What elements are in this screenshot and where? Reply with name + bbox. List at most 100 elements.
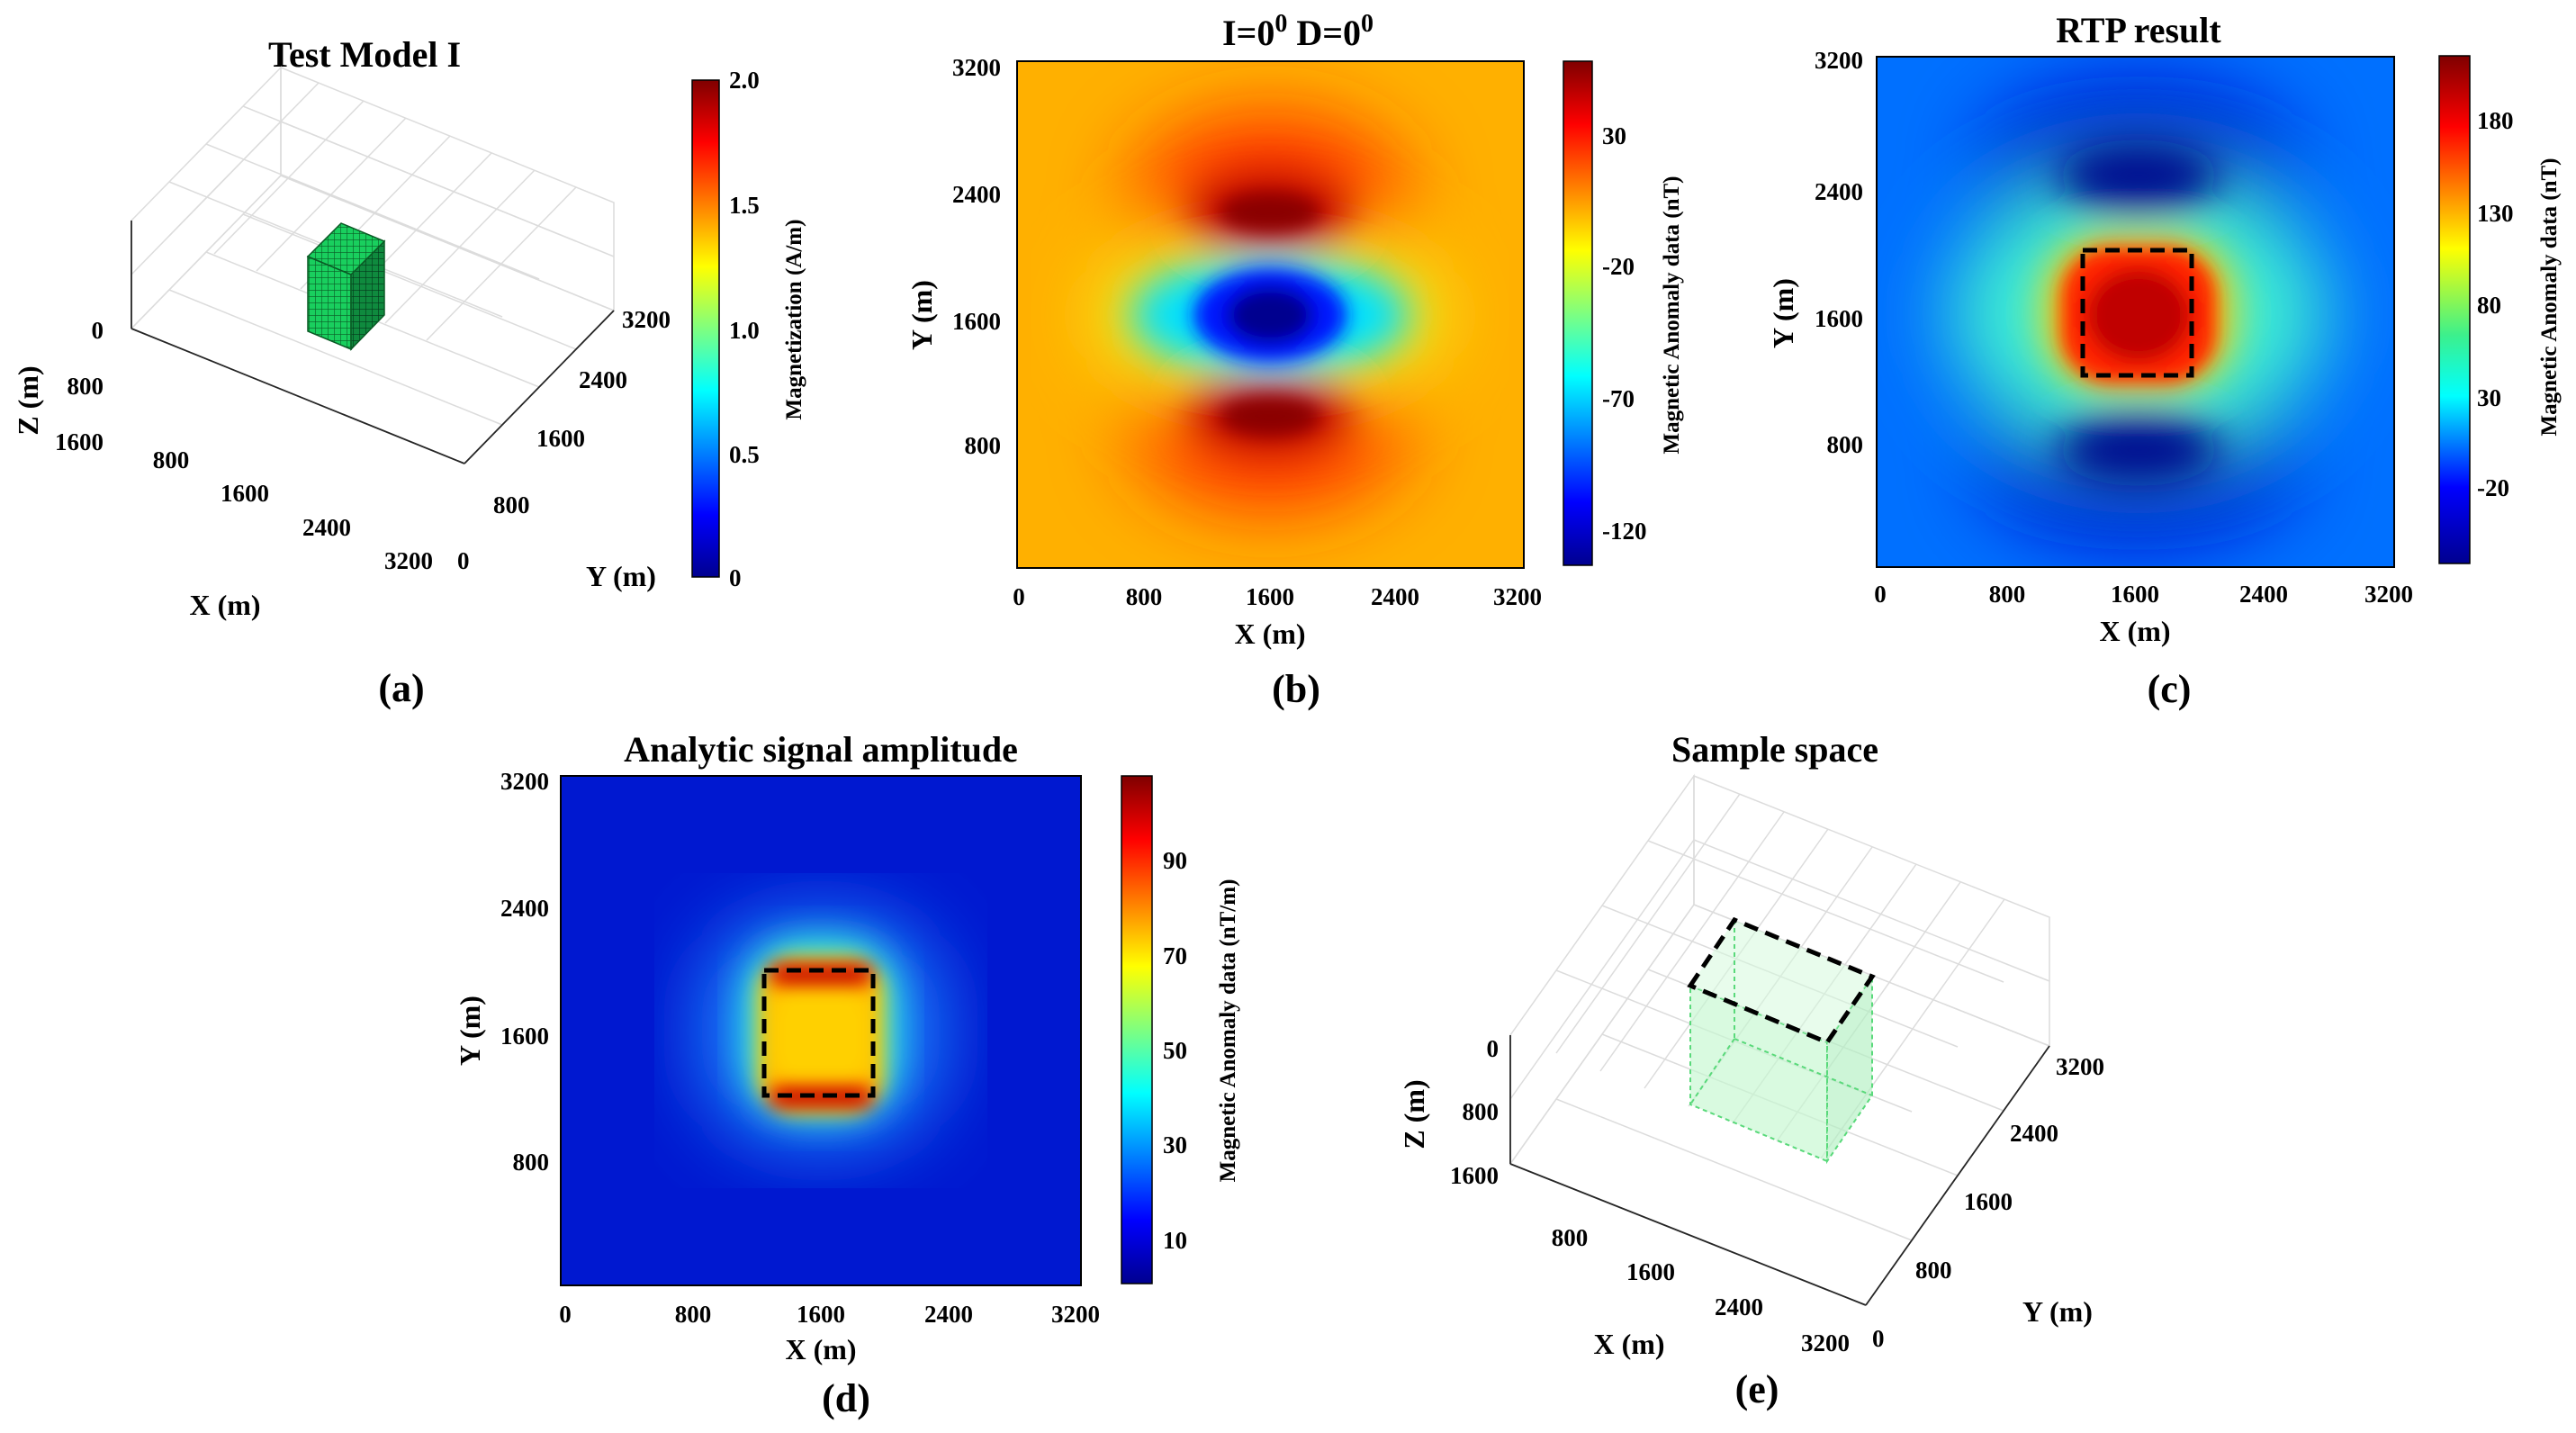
panel-b-heatmap: [1017, 61, 1524, 568]
panel-a-x-tick: 1600: [221, 480, 269, 507]
panel-e-x-axis: [1509, 1163, 1867, 1306]
panel-a-cb-tick: 0.5: [729, 441, 760, 468]
panel-b-x-tick: 3200: [1493, 583, 1542, 610]
panel-d-cb-tick: 10: [1163, 1227, 1187, 1254]
panel-b-y-label: Y (m): [905, 280, 938, 350]
panel-e-y-tick: 1600: [1964, 1188, 2013, 1215]
panel-e-z-ticks: 0 800 1600: [1450, 1035, 1499, 1189]
panel-a-x-tick: 800: [153, 446, 190, 473]
panel-b-x-tick: 2400: [1371, 583, 1419, 610]
panel-e-y-ticks: 0 800 1600 2400 3200: [1872, 1053, 2104, 1352]
panel-d-body-outline: [761, 968, 876, 1098]
panel-c-cb-tick: 180: [2477, 107, 2514, 134]
panel-c-heatmap: [1877, 57, 2394, 567]
panel-e-y-tick: 0: [1872, 1325, 1885, 1352]
panel-c-x-tick: 800: [1989, 581, 2026, 608]
panel-a-x-ticks: 800 1600 2400 3200: [153, 446, 433, 574]
panel-d-x-tick: 2400: [924, 1301, 973, 1328]
panel-a-y-tick: 1600: [536, 425, 585, 452]
panel-d-y-tick: 3200: [500, 768, 549, 795]
panel-a-x-label: X (m): [189, 589, 260, 621]
panel-c-x-tick: 2400: [2239, 581, 2288, 608]
panel-c-cb-tick: 30: [2477, 384, 2501, 411]
panel-d-cb-tick: 30: [1163, 1131, 1187, 1158]
panel-e-y-tick: 3200: [2056, 1053, 2104, 1080]
panel-a-y-tick: 800: [493, 491, 530, 518]
panel-a-z-label: Z (m): [12, 365, 44, 435]
panel-b-y-tick: 2400: [952, 181, 1001, 208]
panel-d-ticks: 0 800 1600 2400 3200 800 1600 2400 3200: [500, 768, 1100, 1328]
panel-a-z-ticks: 0 800 1600: [55, 317, 104, 455]
panel-b-cb-tick: 30: [1602, 122, 1626, 149]
panel-a-y-tick: 3200: [622, 306, 671, 333]
panel-e-z-label: Z (m): [1398, 1079, 1430, 1149]
panel-c-x-label: X (m): [2099, 615, 2170, 647]
panel-a-voxel-block: [306, 222, 386, 351]
panel-a-cb-tick: 1.0: [729, 317, 760, 344]
panel-d-cb-tick: 90: [1163, 847, 1187, 874]
panel-d: Analytic signal amplitude 0: [454, 729, 1240, 1420]
panel-d-x-tick: 3200: [1051, 1301, 1100, 1328]
panel-e-x-ticks: 800 1600 2400 3200: [1552, 1224, 1850, 1356]
panel-c-ticks: 0 800 1600 2400 3200 800 1600 2400 3200: [1815, 47, 2413, 608]
panel-e-x-tick: 2400: [1715, 1293, 1763, 1320]
panel-a-y-label: Y (m): [586, 560, 656, 592]
panel-a-x-tick: 3200: [384, 547, 433, 574]
panel-d-y-tick: 1600: [500, 1023, 549, 1050]
panel-d-frame: [560, 775, 1082, 1286]
panel-a-x-axis: [131, 328, 465, 464]
panel-a-title: Test Model I: [268, 34, 461, 75]
panel-d-cb-tick: 70: [1163, 942, 1187, 969]
panel-e: Sample space: [1398, 729, 2104, 1411]
panel-c-colorbar: [2438, 55, 2471, 564]
panel-b-title-sup2: 0: [1361, 10, 1374, 38]
panel-e-z-tick: 0: [1487, 1035, 1500, 1062]
panel-a-colorbar: [691, 79, 720, 578]
panel-a-cb-tick: 1.5: [729, 192, 760, 219]
panel-a-y-ticks: 0 800 1600 2400 3200: [457, 306, 671, 574]
panel-b-title-sup1: 0: [1274, 10, 1287, 38]
panel-c-cb-tick: -20: [2477, 474, 2509, 501]
panel-b-title: I=00 D=00: [1222, 10, 1374, 53]
panel-d-y-label: Y (m): [454, 996, 486, 1066]
panel-b-x-tick: 800: [1126, 583, 1163, 610]
panel-a-colorbar-ticks: 0 0.5 1.0 1.5 2.0: [729, 67, 760, 591]
panel-a-colorbar-label: Magnetization (A/m): [782, 220, 806, 420]
panel-c: RTP result 0 800 1600 2400: [1767, 10, 2562, 711]
panel-c-cb-tick: 80: [2477, 292, 2501, 319]
panel-c-x-tick: 1600: [2111, 581, 2159, 608]
panel-a-cb-tick: 2.0: [729, 67, 760, 94]
panel-a: Test Model I: [12, 34, 806, 710]
panel-a-z-tick: 800: [68, 373, 104, 400]
panel-c-label: (c): [2148, 667, 2192, 711]
panel-c-y-tick: 2400: [1815, 178, 1863, 205]
panel-a-z-tick: 0: [92, 317, 104, 344]
panel-c-y-tick: 3200: [1815, 47, 1863, 74]
panel-c-y-tick: 1600: [1815, 305, 1863, 332]
panel-b-title-main: I=0: [1222, 13, 1274, 53]
panel-d-cb-tick: 50: [1163, 1037, 1187, 1064]
panel-b-colorbar-ticks: -120 -70 -20 30: [1602, 122, 1647, 545]
panel-e-x-label: X (m): [1593, 1328, 1664, 1360]
panel-e-x-tick: 1600: [1626, 1258, 1675, 1285]
panel-b-title-mid: D=0: [1287, 13, 1361, 53]
panel-b-x-tick: 1600: [1246, 583, 1294, 610]
panel-a-y-tick: 0: [457, 547, 470, 574]
panel-e-top-outline: [1687, 916, 1876, 1046]
panel-e-z-tick: 1600: [1450, 1162, 1499, 1189]
panel-e-x-tick: 800: [1552, 1224, 1589, 1251]
panel-e-z-tick: 800: [1463, 1098, 1500, 1125]
panel-e-sample-box: [1689, 920, 1873, 1165]
panel-e-x-tick: 3200: [1801, 1329, 1850, 1356]
panel-e-y-label: Y (m): [2022, 1295, 2093, 1328]
panel-c-x-tick: 3200: [2364, 581, 2413, 608]
panel-a-y-axis: [464, 310, 615, 464]
panel-b: I=00 D=00 0 800 1600: [905, 10, 1684, 711]
panel-d-colorbar-label: Magnetic Anomaly data (nT/m): [1216, 879, 1240, 1183]
panel-e-title: Sample space: [1671, 729, 1878, 770]
panel-d-y-tick: 800: [513, 1149, 550, 1176]
panel-b-ticks: 0 800 1600 2400 3200 800 1600 2400 3200: [952, 54, 1542, 610]
panel-a-label: (a): [378, 666, 424, 710]
panel-d-x-tick: 800: [675, 1301, 712, 1328]
